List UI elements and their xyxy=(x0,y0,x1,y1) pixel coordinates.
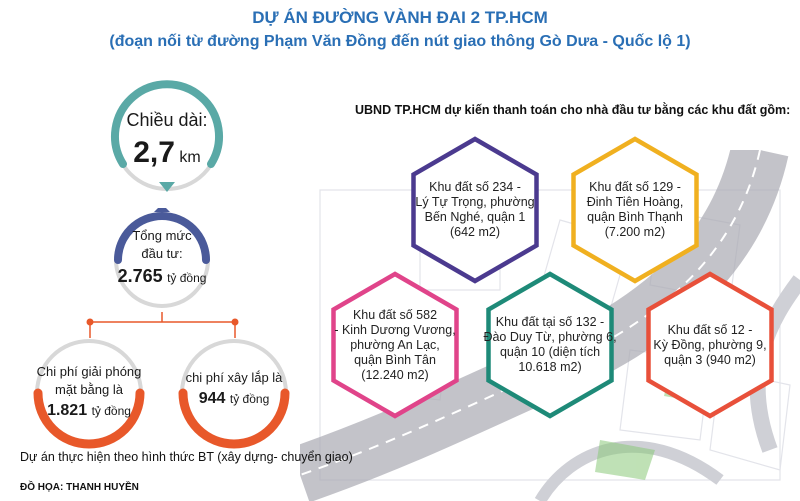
clearance-line1: Chi phí giải phóng xyxy=(36,364,142,379)
graphic-credit: ĐỒ HỌA: THANH HUYỀN xyxy=(20,482,139,493)
investment-ring xyxy=(114,208,210,308)
hexagon-shape xyxy=(646,271,774,419)
clearance-value: 1.821 xyxy=(47,402,88,419)
construction-unit: tỷ đồng xyxy=(229,392,270,406)
investment-unit: tỷ đồng xyxy=(167,271,207,285)
connector-line xyxy=(86,312,239,338)
length-circle: Chiều dài: 2,7 km xyxy=(108,78,226,196)
clearance-line2: mặt bằng là xyxy=(55,382,123,397)
hexagon-shape xyxy=(331,271,459,419)
clearance-unit: tỷ đồng xyxy=(91,404,131,418)
clearance-circle: Chi phí giải phóng mặt bằng là 1.821 tỷ … xyxy=(30,334,148,452)
land-text: Khu đất số 234 - Lý Tự Trọng, phường Bến… xyxy=(415,180,535,239)
clearance-ring xyxy=(33,339,145,449)
investment-label-1: Tổng mức xyxy=(132,228,192,243)
lands-intro: UBND TP.HCM dự kiến thanh toán cho nhà đ… xyxy=(355,103,791,117)
length-ring xyxy=(111,80,223,192)
land-text: Khu đất tại số 132 - Đào Duy Từ, phường … xyxy=(483,315,617,374)
investment-value: 2.765 xyxy=(117,266,163,286)
land-hexagon-3: Khu đất số 582 - Kinh Dương Vương, phườn… xyxy=(320,270,470,420)
construction-circle: chi phí xây lắp là 944 tỷ đồng xyxy=(175,334,293,452)
length-value: 2,7 xyxy=(133,136,175,169)
construction-line1: chi phí xây lắp là xyxy=(185,370,283,385)
project-form-note: Dự án thực hiện theo hình thức BT (xây d… xyxy=(20,450,353,464)
hexagon-shape xyxy=(486,271,614,419)
infographic-title: DỰ ÁN ĐƯỜNG VÀNH ĐAI 2 TP.HCM xyxy=(252,8,548,27)
land-hexagon-1: Khu đất số 234 - Lý Tự Trọng, phường Bến… xyxy=(400,135,550,285)
length-unit: km xyxy=(179,149,201,166)
investment-circle: Tổng mức đầu tư: 2.765 tỷ đồng xyxy=(110,208,214,312)
land-hexagon-4: Khu đất tại số 132 - Đào Duy Từ, phường … xyxy=(475,270,625,420)
land-hexagon-2: Khu đất số 129 - Đinh Tiên Hoàng, quận B… xyxy=(560,135,710,285)
hexagon-shape xyxy=(411,136,539,284)
land-text: Khu đất số 129 - Đinh Tiên Hoàng, quận B… xyxy=(586,180,684,239)
land-text: Khu đất số 12 - Kỳ Đồng, phường 9, quận … xyxy=(653,322,767,367)
length-label: Chiều dài: xyxy=(126,110,208,130)
construction-value: 944 xyxy=(198,390,226,407)
land-text: Khu đất số 582 - Kinh Dương Vương, phườn… xyxy=(334,307,456,382)
hexagon-shape xyxy=(571,136,699,284)
land-hexagon-5: Khu đất số 12 - Kỳ Đồng, phường 9, quận … xyxy=(635,270,785,420)
construction-ring xyxy=(178,339,290,449)
investment-label-2: đầu tư: xyxy=(141,246,183,261)
infographic-subtitle: (đoạn nối từ đường Phạm Văn Đồng đến nút… xyxy=(109,33,691,50)
